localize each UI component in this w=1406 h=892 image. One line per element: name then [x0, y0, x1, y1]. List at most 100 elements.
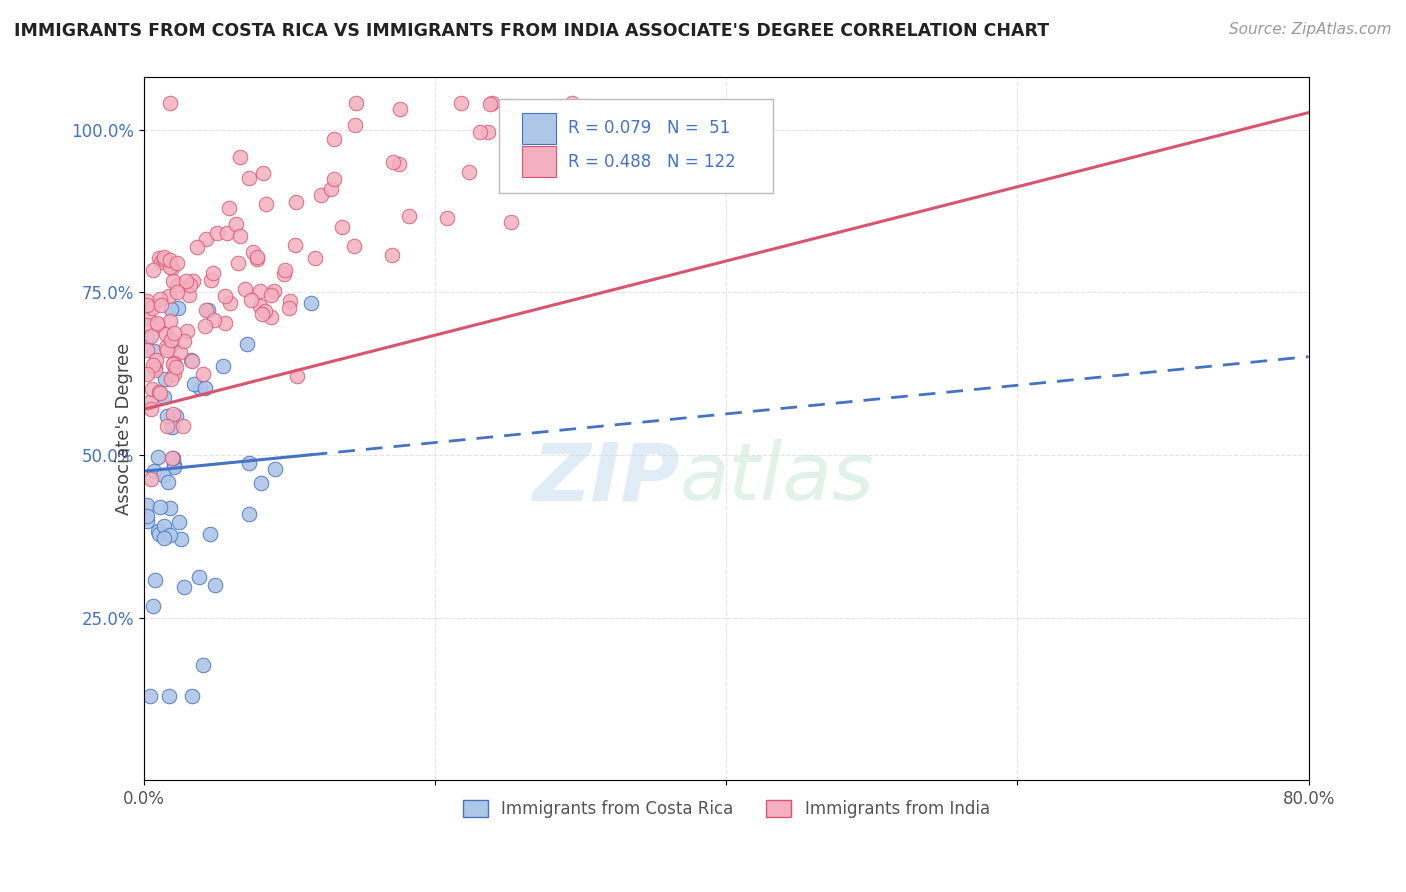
Point — [218, 201, 240, 215]
Point — [436, 211, 458, 225]
Point — [166, 277, 188, 292]
Point — [181, 274, 204, 288]
Point — [165, 409, 187, 423]
Point — [252, 166, 274, 180]
Point — [136, 514, 159, 528]
Point — [236, 337, 259, 351]
Point — [156, 419, 179, 434]
Point — [263, 284, 285, 298]
Point — [238, 508, 260, 522]
Point — [194, 381, 217, 395]
Point — [246, 252, 269, 267]
Point — [136, 498, 159, 512]
Point — [152, 252, 174, 266]
Point — [170, 533, 193, 547]
Point — [229, 229, 252, 244]
Point — [382, 154, 405, 169]
Point — [163, 367, 186, 381]
Point — [169, 344, 191, 359]
Point — [155, 340, 177, 354]
Point — [135, 294, 157, 309]
Point — [343, 239, 366, 253]
Point — [309, 188, 332, 202]
Point — [330, 220, 353, 235]
Point — [139, 394, 162, 409]
Point — [233, 282, 256, 296]
Point — [149, 298, 172, 312]
Point — [458, 164, 481, 178]
Point — [165, 359, 187, 374]
Point — [214, 289, 236, 303]
Point — [179, 288, 201, 302]
Point — [162, 450, 184, 465]
Point — [149, 255, 172, 269]
Text: R = 0.079   N =  51: R = 0.079 N = 51 — [568, 119, 730, 137]
Point — [136, 367, 159, 381]
Point — [450, 96, 472, 111]
Point — [278, 301, 301, 315]
Point — [146, 524, 169, 538]
Point — [228, 150, 250, 164]
Point — [254, 303, 277, 318]
Point — [155, 326, 177, 341]
Point — [159, 96, 181, 111]
Point — [143, 360, 166, 375]
Point — [225, 218, 247, 232]
Point — [176, 325, 198, 339]
Point — [560, 96, 582, 111]
Point — [194, 319, 217, 334]
Point — [160, 336, 183, 351]
Point — [141, 382, 163, 396]
Point — [322, 132, 344, 146]
Point — [166, 301, 188, 315]
Point — [148, 384, 170, 399]
Point — [142, 599, 165, 613]
Point — [162, 408, 184, 422]
Point — [139, 472, 162, 486]
Point — [163, 326, 186, 341]
Point — [179, 277, 201, 292]
Point — [135, 298, 157, 312]
Point — [142, 263, 165, 277]
Point — [159, 302, 181, 317]
Point — [156, 343, 179, 358]
Point — [146, 450, 169, 465]
Point — [186, 240, 208, 254]
Point — [285, 194, 308, 209]
Legend: Immigrants from Costa Rica, Immigrants from India: Immigrants from Costa Rica, Immigrants f… — [456, 793, 997, 825]
Point — [149, 385, 172, 400]
Point — [197, 303, 219, 318]
Point — [159, 500, 181, 515]
Point — [285, 368, 308, 383]
Point — [160, 260, 183, 275]
Point — [143, 343, 166, 358]
Point — [273, 268, 295, 282]
Point — [387, 157, 409, 171]
Point — [218, 296, 240, 310]
Point — [153, 251, 176, 265]
Point — [240, 293, 263, 307]
Point — [139, 329, 162, 343]
Point — [159, 260, 181, 274]
FancyBboxPatch shape — [499, 98, 773, 194]
Point — [260, 310, 283, 324]
Point — [381, 248, 404, 262]
Point — [139, 401, 162, 416]
Text: ZIP: ZIP — [533, 439, 679, 517]
Point — [299, 296, 322, 310]
Point — [159, 313, 181, 327]
Point — [260, 287, 283, 301]
Point — [145, 352, 167, 367]
Point — [228, 255, 250, 269]
Point — [388, 103, 411, 117]
Point — [278, 293, 301, 308]
Point — [191, 368, 214, 382]
Point — [163, 458, 186, 472]
Point — [160, 371, 183, 385]
Point — [180, 352, 202, 367]
Point — [153, 390, 176, 404]
Point — [481, 96, 503, 111]
Point — [156, 409, 179, 423]
Point — [274, 263, 297, 277]
Point — [142, 358, 165, 372]
